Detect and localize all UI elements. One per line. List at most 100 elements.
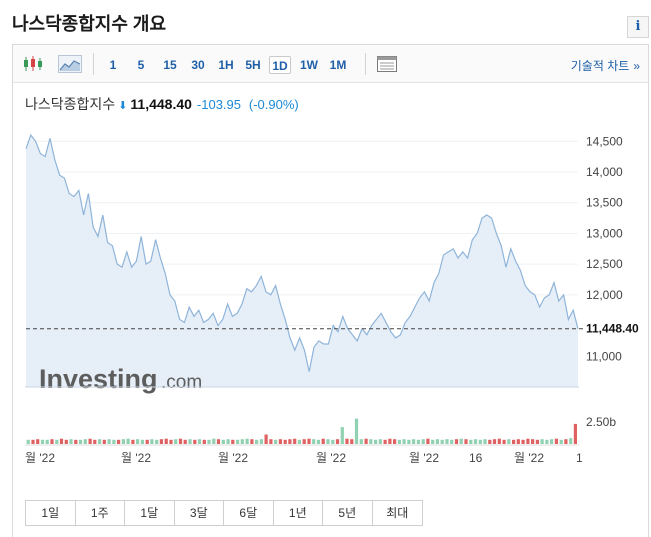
volume-bar bbox=[312, 439, 316, 444]
volume-bar bbox=[40, 439, 45, 444]
volume-bar bbox=[450, 439, 454, 444]
price-change-percent: (-0.90%) bbox=[248, 97, 299, 112]
volume-bar bbox=[212, 438, 216, 444]
price-line bbox=[25, 133, 579, 372]
volume-bar bbox=[345, 438, 349, 444]
volume-bar bbox=[540, 439, 544, 444]
timeframe-1min[interactable]: 1 bbox=[109, 58, 117, 72]
timeframe-30min[interactable]: 30 bbox=[191, 58, 205, 72]
timeframe-1hour[interactable]: 1H bbox=[218, 58, 234, 72]
range-6months[interactable]: 6달 bbox=[224, 501, 274, 525]
volume-bar bbox=[350, 439, 354, 444]
volume-bar bbox=[316, 439, 321, 444]
range-max[interactable]: 최대 bbox=[372, 501, 422, 525]
volume-bar bbox=[274, 439, 278, 444]
volume-bar bbox=[412, 439, 416, 444]
x-tick-label: 월 '22 bbox=[316, 451, 346, 465]
volume-bar bbox=[364, 438, 368, 444]
timeframe-5hour[interactable]: 5H bbox=[245, 58, 261, 72]
volume-bar bbox=[250, 439, 254, 444]
y-tick-label: 14,000 bbox=[586, 165, 623, 179]
technical-chart-link[interactable]: 기술적 차트» bbox=[571, 57, 640, 74]
volume-bar bbox=[126, 438, 130, 444]
x-tick-label: 16 bbox=[469, 451, 483, 465]
timeframe-15min[interactable]: 15 bbox=[163, 58, 177, 72]
y-tick-label: 13,000 bbox=[586, 226, 623, 240]
y-tick-label: 13,500 bbox=[586, 196, 623, 210]
volume-bar bbox=[435, 439, 439, 444]
volume-bar bbox=[74, 439, 78, 444]
volume-bar bbox=[278, 439, 282, 444]
volume-bar bbox=[240, 439, 244, 444]
volume-bar bbox=[226, 439, 230, 444]
volume-bar bbox=[374, 439, 378, 444]
volume-bar bbox=[93, 439, 97, 444]
chevron-right-icon: » bbox=[633, 59, 640, 73]
volume-bar bbox=[245, 438, 249, 444]
volume-bar bbox=[140, 439, 144, 444]
volume-bar bbox=[531, 439, 535, 444]
volume-bar bbox=[483, 439, 487, 444]
volume-bar bbox=[107, 439, 111, 444]
volume-bar bbox=[445, 439, 449, 444]
info-button[interactable]: i bbox=[627, 16, 649, 38]
watermark-suffix: .com bbox=[161, 372, 202, 393]
volume-bar bbox=[354, 418, 359, 444]
volume-bar bbox=[550, 439, 554, 444]
y-tick-label: 11,000 bbox=[586, 349, 622, 363]
page-title: 나스닥종합지수 개요 bbox=[12, 14, 167, 34]
timeframe-5min[interactable]: 5 bbox=[137, 58, 145, 72]
volume-bar bbox=[69, 439, 73, 444]
volume-bar bbox=[31, 439, 35, 444]
timeframe-1month[interactable]: 1M bbox=[329, 58, 347, 72]
range-1week[interactable]: 1주 bbox=[75, 501, 125, 525]
range-3months[interactable]: 3달 bbox=[174, 501, 224, 525]
volume-bar bbox=[521, 439, 525, 444]
area-chart-icon[interactable] bbox=[58, 55, 82, 73]
volume-bar bbox=[155, 439, 159, 444]
volume-bar bbox=[26, 439, 30, 444]
volume-bar bbox=[145, 439, 149, 444]
x-tick-label: 월 '22 bbox=[25, 451, 55, 465]
range-1year[interactable]: 1년 bbox=[273, 501, 323, 525]
volume-bar bbox=[169, 439, 173, 444]
volume-bar bbox=[302, 439, 306, 444]
candlestick-icon[interactable] bbox=[22, 55, 44, 73]
volume-bar bbox=[393, 439, 397, 444]
volume-bar bbox=[383, 439, 387, 444]
volume-bar bbox=[469, 439, 473, 444]
volume-bar bbox=[545, 439, 549, 444]
volume-bar bbox=[197, 439, 202, 444]
range-1day[interactable]: 1일 bbox=[26, 501, 76, 525]
volume-bar bbox=[507, 439, 511, 444]
volume-bar bbox=[121, 439, 125, 444]
timeframe-1day[interactable]: 1D bbox=[269, 56, 291, 74]
volume-bar bbox=[150, 439, 154, 444]
volume-bar bbox=[473, 439, 478, 444]
volume-bar bbox=[492, 439, 497, 444]
volume-bar bbox=[431, 439, 435, 444]
volume-bar bbox=[207, 439, 211, 444]
volume-bars bbox=[26, 418, 577, 444]
volume-bar bbox=[516, 439, 520, 444]
table-view-icon[interactable] bbox=[376, 55, 398, 73]
volume-bar bbox=[50, 439, 54, 444]
volume-bar bbox=[236, 439, 240, 444]
last-price: 11,448.40 bbox=[130, 96, 192, 112]
volume-bar bbox=[388, 438, 392, 444]
range-1month[interactable]: 1달 bbox=[125, 501, 175, 525]
price-area-fill bbox=[26, 135, 578, 387]
volume-bar bbox=[288, 439, 292, 444]
volume-bar bbox=[183, 439, 187, 444]
volume-bar bbox=[297, 439, 301, 444]
investing-watermark: Investing .com bbox=[39, 364, 202, 394]
volume-bar bbox=[440, 439, 444, 444]
volume-bar bbox=[283, 439, 287, 444]
timeframe-1week[interactable]: 1W bbox=[300, 58, 318, 72]
volume-bar bbox=[359, 439, 363, 444]
price-chart[interactable]: Investing .com 11,00011,50012,00012,5001… bbox=[13, 45, 648, 490]
volume-bar bbox=[554, 438, 558, 444]
range-5years[interactable]: 5년 bbox=[323, 501, 373, 525]
x-tick-label: 월 '22 bbox=[218, 451, 248, 465]
